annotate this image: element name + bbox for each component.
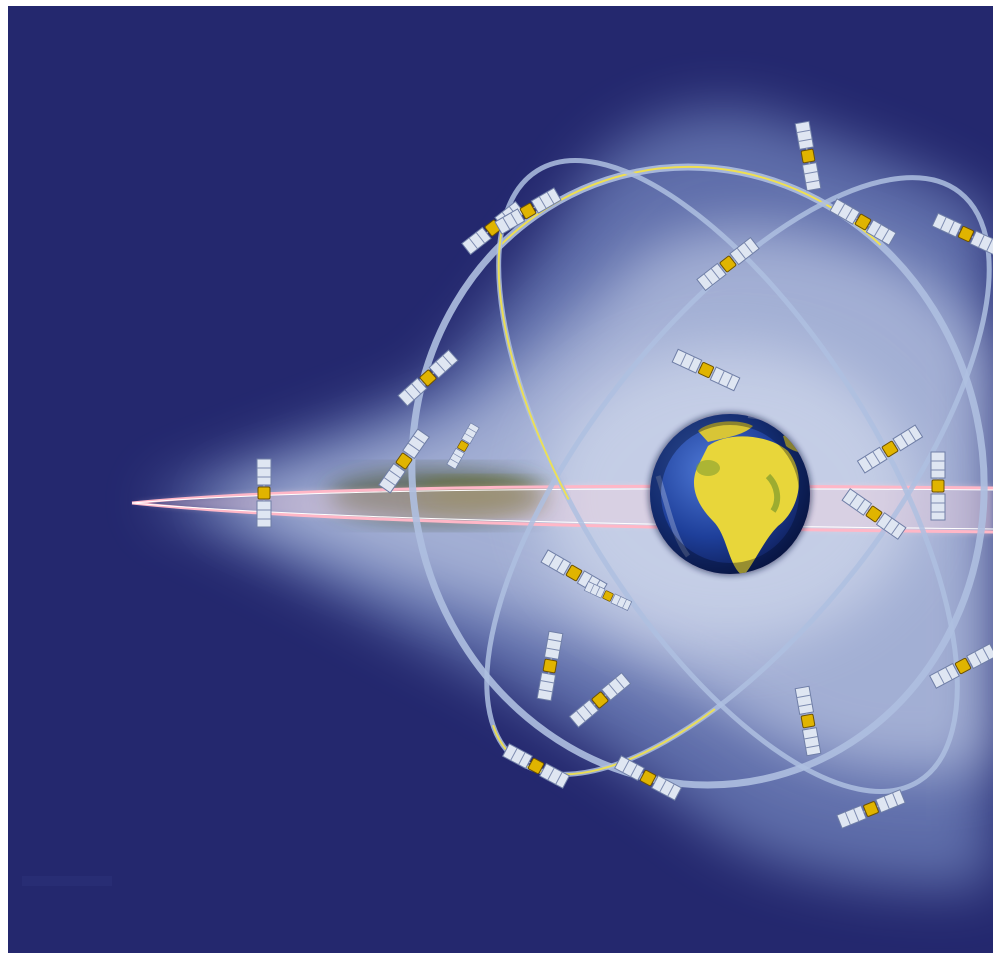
faint-mark xyxy=(22,876,112,886)
satellite-constellation-scene xyxy=(8,6,993,953)
satellite-icon xyxy=(256,458,272,528)
orbit-ring-3 xyxy=(496,158,960,794)
satellite-icon xyxy=(930,451,946,521)
earth-icon xyxy=(648,412,812,576)
